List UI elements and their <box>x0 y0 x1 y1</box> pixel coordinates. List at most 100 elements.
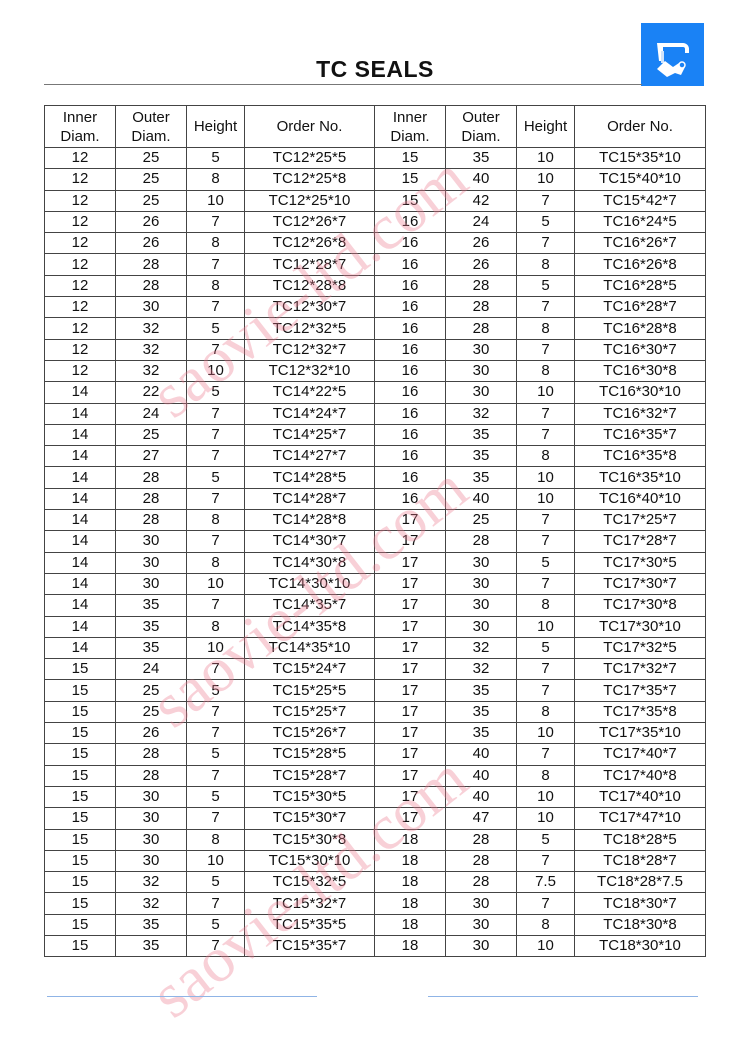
table-cell: TC16*28*7 <box>574 296 706 319</box>
table-cell: 15 <box>374 168 446 191</box>
table-cell: TC12*32*5 <box>244 317 375 340</box>
table-cell: TC14*28*7 <box>244 487 375 511</box>
table-cell: 7 <box>516 743 575 766</box>
table-cell: 30 <box>115 530 187 553</box>
table-cell: 7 <box>186 934 245 958</box>
table-cell: 32 <box>115 359 187 383</box>
table-cell: 5 <box>516 636 575 660</box>
table-cell: TC12*25*5 <box>244 146 375 170</box>
table-cell: 16 <box>374 487 446 511</box>
table-cell: TC15*28*7 <box>244 764 375 787</box>
table-cell: 5 <box>516 210 575 234</box>
table-cell: 10 <box>186 849 245 873</box>
table-cell: 8 <box>186 168 245 191</box>
table-cell: 7 <box>186 594 245 617</box>
table-cell: 15 <box>44 764 116 787</box>
table-cell: 12 <box>44 168 116 191</box>
table-cell: TC12*32*7 <box>244 338 375 361</box>
table-row: 14 25 7 TC14*25*7 16 35 7 TC16*35*7 <box>44 423 706 447</box>
table-cell: 7 <box>516 530 575 553</box>
table-cell: 14 <box>44 530 116 553</box>
table-cell: 8 <box>516 253 575 276</box>
table-cell: TC15*35*10 <box>574 146 706 170</box>
table-cell: 16 <box>374 296 446 319</box>
table-cell: 14 <box>44 551 116 574</box>
table-cell: TC12*25*8 <box>244 168 375 191</box>
table-cell: 7 <box>186 722 245 745</box>
table-cell: 8 <box>516 764 575 787</box>
table-cell: 7 <box>186 807 245 830</box>
table-cell: 5 <box>186 466 245 489</box>
table-row: 14 35 7 TC14*35*7 17 30 8 TC17*30*8 <box>44 594 706 617</box>
table-cell: 5 <box>516 551 575 574</box>
table-cell: 24 <box>115 658 187 681</box>
table-cell: 12 <box>44 338 116 361</box>
table-row: 12 25 8 TC12*25*8 15 40 10 TC15*40*10 <box>44 168 706 191</box>
table-cell: 17 <box>374 785 446 809</box>
table-cell: 12 <box>44 210 116 234</box>
table-cell: 30 <box>115 296 187 319</box>
table-cell: TC15*32*5 <box>244 871 375 894</box>
table-cell: TC15*35*7 <box>244 934 375 958</box>
column-header: Inner Diam. <box>374 105 446 148</box>
table-cell: 10 <box>186 572 245 596</box>
table-cell: 15 <box>44 828 116 851</box>
table-cell: 15 <box>44 807 116 830</box>
table-cell: 5 <box>186 381 245 404</box>
table-row: 15 35 7 TC15*35*7 18 30 10 TC18*30*10 <box>44 934 706 958</box>
page-title: TC SEALS <box>316 56 434 82</box>
table-cell: 7 <box>186 764 245 787</box>
table-cell: TC14*35*7 <box>244 594 375 617</box>
table-cell: 10 <box>516 168 575 191</box>
table-cell: 17 <box>374 594 446 617</box>
table-cell: 18 <box>374 871 446 894</box>
seal-icon <box>657 43 689 77</box>
table-cell: 35 <box>445 466 517 489</box>
table-cell: TC17*40*7 <box>574 743 706 766</box>
table-cell: 18 <box>374 849 446 873</box>
table-cell: 35 <box>445 722 517 745</box>
table-cell: 7 <box>516 658 575 681</box>
table-cell: 22 <box>115 381 187 404</box>
table-cell: TC14*30*7 <box>244 530 375 553</box>
table-cell: 16 <box>374 232 446 255</box>
table-cell: TC15*35*5 <box>244 913 375 936</box>
table-cell: 7 <box>186 445 245 468</box>
table-cell: 8 <box>516 445 575 468</box>
table-cell: 28 <box>445 317 517 340</box>
table-cell: TC17*40*8 <box>574 764 706 787</box>
table-cell: 35 <box>445 700 517 724</box>
table-row: 12 28 7 TC12*28*7 16 26 8 TC16*26*8 <box>44 253 706 276</box>
table-cell: 17 <box>374 551 446 574</box>
table-cell: 28 <box>115 743 187 766</box>
table-cell: 7 <box>186 700 245 724</box>
table-cell: 30 <box>445 913 517 936</box>
table-cell: 30 <box>445 594 517 617</box>
table-cell: 30 <box>445 381 517 404</box>
table-cell: 7 <box>186 892 245 915</box>
table-cell: 32 <box>445 636 517 660</box>
table-cell: 12 <box>44 317 116 340</box>
table-row: 12 26 7 TC12*26*7 16 24 5 TC16*24*5 <box>44 210 706 234</box>
table-cell: TC14*28*5 <box>244 466 375 489</box>
table-cell: 25 <box>115 146 187 170</box>
table-row: 15 30 5 TC15*30*5 17 40 10 TC17*40*10 <box>44 785 706 809</box>
table-cell: 28 <box>115 274 187 298</box>
seals-table: Inner Diam. Outer Diam. Height Order No. Inn… <box>44 105 706 958</box>
table-cell: TC18*28*7 <box>574 849 706 873</box>
table-cell: 28 <box>445 530 517 553</box>
table-row: 12 32 5 TC12*32*5 16 28 8 TC16*28*8 <box>44 317 706 340</box>
table-cell: 17 <box>374 679 446 702</box>
table-cell: 7 <box>186 402 245 425</box>
table-cell: 7 <box>516 423 575 447</box>
table-cell: 25 <box>445 509 517 532</box>
table-cell: TC15*30*7 <box>244 807 375 830</box>
table-cell: 24 <box>115 402 187 425</box>
table-cell: 10 <box>186 189 245 212</box>
table-cell: TC15*32*7 <box>244 892 375 915</box>
table-cell: TC12*28*7 <box>244 253 375 276</box>
table-cell: 15 <box>374 146 446 170</box>
table-cell: TC12*25*10 <box>244 189 375 212</box>
table-cell: 12 <box>44 232 116 255</box>
table-cell: 30 <box>445 551 517 574</box>
